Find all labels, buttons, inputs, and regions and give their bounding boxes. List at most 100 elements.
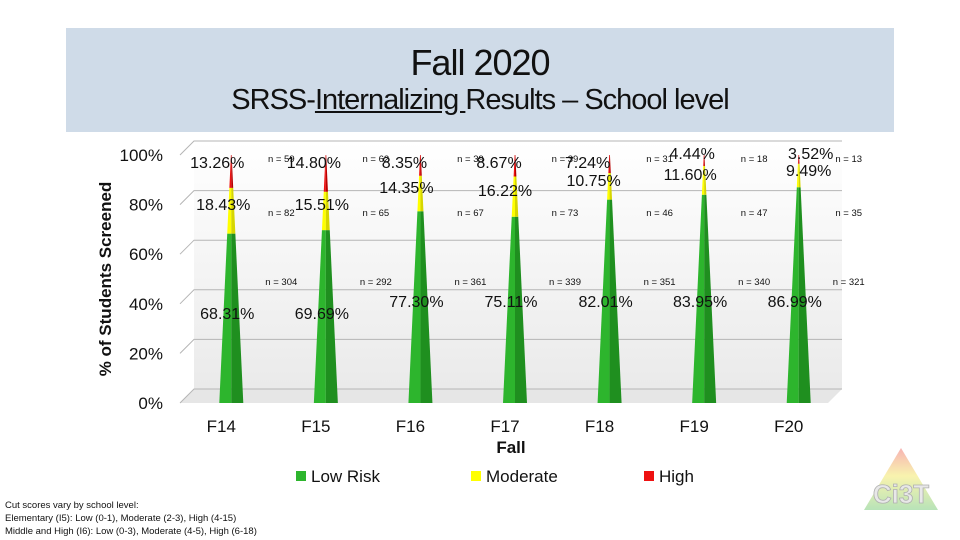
bar-shade-low-risk-f20 <box>798 187 811 403</box>
bar-moderate-f14 <box>227 187 232 234</box>
n-label-high: n = 18 <box>741 154 768 165</box>
x-tick-label: F14 <box>207 417 236 436</box>
n-label-moderate: n = 73 <box>552 208 579 219</box>
bar-low-risk-f20 <box>786 187 799 403</box>
y-tick-label: 0% <box>138 394 163 413</box>
note-line-1: Cut scores vary by school level: <box>5 500 139 511</box>
n-label-moderate: n = 46 <box>646 208 673 219</box>
data-label-low-risk: 68.31% <box>200 306 254 323</box>
data-label-high: 7.24% <box>565 155 610 172</box>
data-label-low-risk: 83.95% <box>673 294 727 311</box>
data-label-low-risk: 82.01% <box>578 294 632 311</box>
gridline <box>179 140 842 156</box>
bar-shade-moderate-f14 <box>231 187 236 234</box>
bar-shade-moderate-f15 <box>325 191 330 231</box>
bar-low-risk-f16 <box>408 211 421 403</box>
legend-label-low-risk: Low Risk <box>311 467 380 486</box>
data-label-low-risk: 75.11% <box>484 294 537 311</box>
bar-shade-moderate-f19 <box>704 166 707 195</box>
data-label-high: 4.44% <box>669 146 714 163</box>
n-label-moderate: n = 47 <box>741 208 768 219</box>
bar-shade-high-f19 <box>704 155 706 167</box>
x-tick-label: F15 <box>301 417 330 436</box>
legend-label-high: High <box>659 467 694 486</box>
bar-shade-low-risk-f14 <box>231 233 244 403</box>
x-tick-label: F20 <box>774 417 803 436</box>
x-tick-label: F17 <box>490 417 519 436</box>
bar-moderate-f15 <box>321 191 326 231</box>
bar-shade-low-risk-f15 <box>325 230 338 403</box>
bar-shade-high-f18 <box>609 155 611 173</box>
bar-high-f16 <box>419 155 421 176</box>
bar-high-f20 <box>797 155 799 164</box>
gridline <box>179 388 842 404</box>
bar-shade-high-f15 <box>325 155 328 192</box>
note-line-2: Elementary (I5): Low (0-1), Moderate (2-… <box>5 513 237 524</box>
legend-label-moderate: Moderate <box>486 467 558 486</box>
bar-high-f15 <box>323 155 326 192</box>
n-label-low-risk: n = 292 <box>360 277 392 288</box>
y-tick-label: 100% <box>120 146 163 165</box>
gridline <box>179 289 842 305</box>
bar-shade-moderate-f18 <box>609 172 613 200</box>
ci3t-logo: Ci3T <box>864 448 938 510</box>
bar-shade-moderate-f20 <box>798 163 801 188</box>
bar-shade-low-risk-f18 <box>609 199 622 403</box>
subtitle-suffix: Results – School level <box>465 84 729 116</box>
bar-shade-low-risk-f17 <box>515 216 527 403</box>
n-label-low-risk: n = 321 <box>833 277 865 288</box>
data-label-high: 8.67% <box>476 155 521 172</box>
legend-swatch-low-risk <box>296 471 306 481</box>
data-label-low-risk: 86.99% <box>768 294 822 311</box>
bar-moderate-f17 <box>511 176 515 217</box>
n-label-low-risk: n = 304 <box>265 277 297 288</box>
legend-swatch-high <box>644 471 654 481</box>
y-tick-label: 40% <box>129 295 163 314</box>
subtitle-prefix: SRSS- <box>231 84 316 116</box>
data-label-moderate: 14.35% <box>379 180 433 197</box>
bar-moderate-f19 <box>701 166 705 195</box>
data-label-high: 3.52% <box>788 146 833 163</box>
note-line-3: Middle and High (I6): Low (0-3), Moderat… <box>5 526 257 537</box>
data-label-high: 14.80% <box>287 155 341 172</box>
logo-triangle <box>864 448 938 510</box>
n-label-low-risk: n = 340 <box>738 277 770 288</box>
title-banner <box>66 28 894 132</box>
bar-low-risk-f15 <box>313 230 326 403</box>
y-tick-label: 60% <box>129 245 163 264</box>
bar-shade-high-f14 <box>231 155 234 188</box>
data-label-high: 13.26% <box>190 155 244 172</box>
bar-moderate-f16 <box>417 175 421 212</box>
y-axis-title: % of Students Screened <box>96 182 115 377</box>
n-label-low-risk: n = 339 <box>549 277 581 288</box>
n-label-high: n = 39 <box>552 154 579 165</box>
data-label-moderate: 15.51% <box>295 197 349 214</box>
gridline <box>179 239 842 255</box>
x-tick-label: F19 <box>679 417 708 436</box>
data-label-moderate: 18.43% <box>196 197 250 214</box>
x-axis-title: Fall <box>496 438 525 457</box>
data-label-low-risk: 69.69% <box>295 306 349 323</box>
gridline <box>179 190 842 205</box>
n-label-high: n = 31 <box>646 154 673 165</box>
bar-shade-high-f17 <box>515 155 517 177</box>
gridline <box>179 338 842 354</box>
y-tick-label: 80% <box>129 196 163 215</box>
n-label-low-risk: n = 361 <box>454 277 486 288</box>
data-label-moderate: 16.22% <box>478 183 532 200</box>
x-tick-label: F16 <box>396 417 425 436</box>
logo-text: Ci3T <box>873 479 929 509</box>
bar-moderate-f20 <box>796 163 799 188</box>
n-label-high: n = 62 <box>363 154 390 165</box>
bar-low-risk-f18 <box>597 199 610 403</box>
page-title: Fall 2020 <box>410 42 550 83</box>
bar-moderate-f18 <box>607 172 610 200</box>
bar-low-risk-f17 <box>503 216 515 403</box>
y-tick-label: 20% <box>129 344 163 363</box>
bar-shade-moderate-f17 <box>515 176 519 217</box>
data-label-moderate: 9.49% <box>786 163 831 180</box>
cut-scores-note: Cut scores vary by school level: Element… <box>5 499 257 538</box>
data-label-low-risk: 77.30% <box>389 294 443 311</box>
bar-shade-high-f20 <box>798 155 800 164</box>
